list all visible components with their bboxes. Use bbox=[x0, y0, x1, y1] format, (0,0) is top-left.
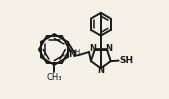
Text: N: N bbox=[97, 66, 104, 75]
Text: SH: SH bbox=[119, 56, 134, 65]
Text: N: N bbox=[68, 50, 76, 59]
Text: N: N bbox=[105, 44, 112, 53]
Text: N: N bbox=[89, 44, 96, 53]
Text: CH₃: CH₃ bbox=[46, 73, 62, 82]
Text: H: H bbox=[74, 49, 79, 55]
